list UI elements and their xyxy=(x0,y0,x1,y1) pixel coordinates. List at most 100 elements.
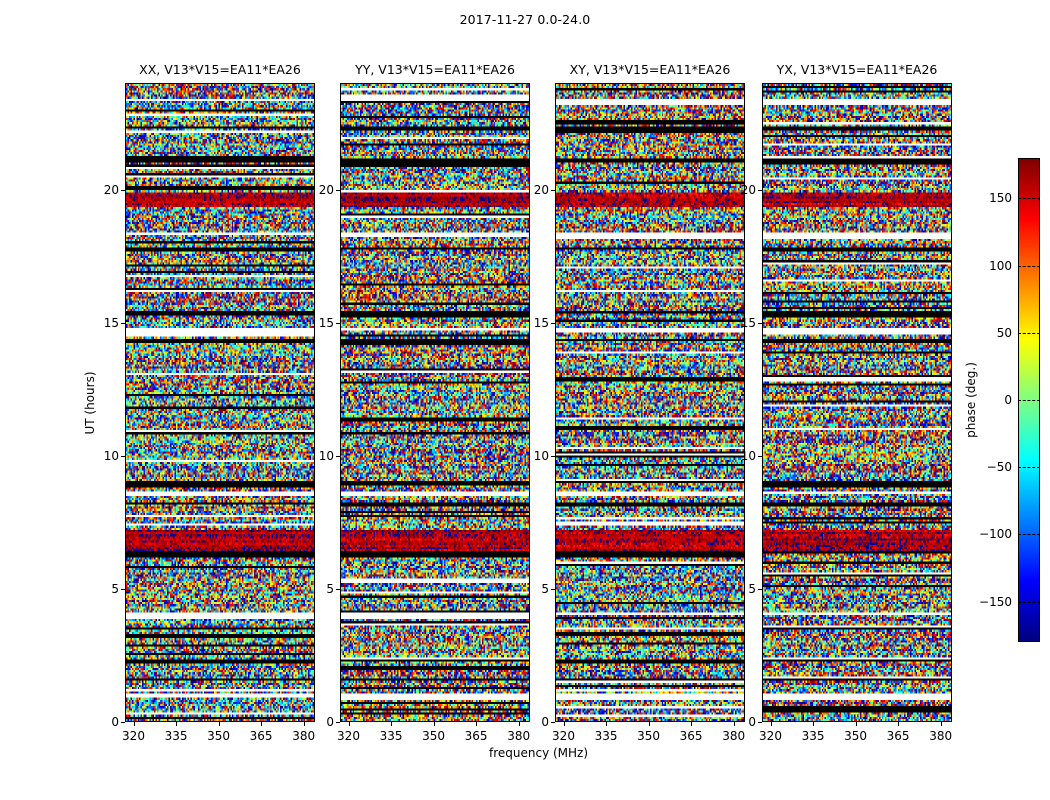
y-tick-label: 20 xyxy=(740,182,756,197)
panel-xy-image xyxy=(556,84,744,721)
colorbar-tick-label: 0 xyxy=(1004,393,1012,407)
y-tick-mark xyxy=(551,588,555,590)
panel-xx[interactable] xyxy=(125,83,315,722)
y-tick-mark xyxy=(758,455,762,457)
x-tick-mark xyxy=(648,722,650,726)
panel-yy-image xyxy=(341,84,529,721)
colorbar-tick-mark xyxy=(1018,265,1040,268)
colorbar-label: phase (deg.) xyxy=(964,362,978,438)
y-tick-label: 10 xyxy=(318,448,334,463)
x-tick-mark xyxy=(770,722,772,726)
y-tick-label: 0 xyxy=(326,715,334,729)
y-tick-label: 5 xyxy=(748,581,756,596)
y-tick-label: 0 xyxy=(111,715,119,729)
x-tick-mark xyxy=(391,722,393,726)
x-tick-label: 350 xyxy=(207,729,231,743)
x-tick-mark xyxy=(348,722,350,726)
x-tick-label: 380 xyxy=(507,729,531,743)
y-tick-label: 0 xyxy=(748,715,756,729)
y-tick-label: 10 xyxy=(740,448,756,463)
y-tick-mark xyxy=(121,455,125,457)
y-axis-label: UT (hours) xyxy=(83,370,97,435)
colorbar-tick-mark xyxy=(1018,467,1040,469)
y-tick-label: 20 xyxy=(533,182,549,197)
colorbar-tick-mark xyxy=(1018,601,1040,604)
x-tick-label: 335 xyxy=(594,729,618,743)
x-tick-label: 320 xyxy=(337,729,360,743)
y-tick-label: 15 xyxy=(740,315,756,330)
x-tick-mark xyxy=(940,722,942,726)
y-tick-mark xyxy=(551,189,555,191)
y-tick-mark xyxy=(551,722,555,723)
colorbar-tick-label: 100 xyxy=(989,258,1012,273)
y-tick-mark xyxy=(758,189,762,191)
y-tick-label: 5 xyxy=(326,581,334,596)
panel-xy[interactable] xyxy=(555,83,745,722)
x-tick-mark xyxy=(898,722,900,726)
x-tick-mark xyxy=(518,722,520,726)
panel-yx-image xyxy=(763,84,951,721)
y-tick-mark xyxy=(551,322,555,324)
colorbar-tick-mark xyxy=(1018,400,1040,402)
x-tick-label: 335 xyxy=(801,729,825,743)
x-axis-label: frequency (MHz) xyxy=(488,746,589,760)
colorbar-tick-label: 150 xyxy=(989,191,1012,206)
x-tick-label: 365 xyxy=(679,729,703,743)
x-tick-label: 335 xyxy=(164,729,188,743)
panel-yx[interactable] xyxy=(762,83,952,722)
y-tick-mark xyxy=(121,322,125,324)
x-tick-mark xyxy=(691,722,693,726)
colorbar-tick-label: 50 xyxy=(996,325,1012,340)
y-tick-label: 20 xyxy=(103,182,119,197)
y-tick-label: 15 xyxy=(533,315,549,330)
x-tick-mark xyxy=(563,722,565,726)
x-tick-mark xyxy=(261,722,263,726)
colorbar-tick-mark xyxy=(1018,332,1040,335)
panel-title-xx: XX, V13*V15=EA11*EA26 xyxy=(139,62,301,77)
figure-suptitle: 2017-11-27 0.0-24.0 xyxy=(459,12,591,27)
x-tick-mark xyxy=(606,722,608,726)
colorbar-tick-label: −50 xyxy=(986,460,1012,475)
panel-yy[interactable] xyxy=(340,83,530,722)
y-tick-mark xyxy=(758,722,762,723)
x-tick-mark xyxy=(813,722,815,726)
x-tick-mark xyxy=(133,722,135,726)
y-tick-mark xyxy=(336,322,340,324)
colorbar-tick-mark xyxy=(1018,534,1040,536)
x-tick-label: 365 xyxy=(249,729,273,743)
panel-title-yx: YX, V13*V15=EA11*EA26 xyxy=(776,62,938,77)
x-tick-label: 335 xyxy=(379,729,403,743)
y-tick-label: 20 xyxy=(318,182,334,197)
x-tick-label: 320 xyxy=(552,729,575,743)
x-tick-mark xyxy=(733,722,735,726)
colorbar-tick-label: −100 xyxy=(979,527,1012,542)
y-tick-mark xyxy=(758,588,762,590)
x-tick-label: 380 xyxy=(292,729,316,743)
y-tick-label: 5 xyxy=(541,581,549,596)
y-tick-label: 15 xyxy=(318,315,334,330)
y-tick-mark xyxy=(121,189,125,191)
panel-xx-image xyxy=(126,84,314,721)
x-tick-label: 365 xyxy=(886,729,910,743)
y-tick-mark xyxy=(336,588,340,590)
colorbar-tick-label: −150 xyxy=(979,594,1012,609)
colorbar-tick-mark xyxy=(1018,198,1040,200)
x-tick-mark xyxy=(855,722,857,726)
x-tick-label: 320 xyxy=(759,729,782,743)
y-tick-label: 0 xyxy=(541,715,549,729)
panel-title-yy: YY, V13*V15=EA11*EA26 xyxy=(355,62,515,77)
x-tick-label: 380 xyxy=(722,729,746,743)
x-tick-label: 350 xyxy=(422,729,446,743)
y-tick-mark xyxy=(551,455,555,457)
x-tick-mark xyxy=(303,722,305,726)
y-tick-mark xyxy=(758,322,762,324)
x-tick-label: 350 xyxy=(637,729,661,743)
y-tick-mark xyxy=(336,722,340,723)
x-tick-label: 365 xyxy=(464,729,488,743)
y-tick-mark xyxy=(121,588,125,590)
x-tick-label: 350 xyxy=(844,729,868,743)
y-tick-mark xyxy=(121,722,125,723)
x-tick-mark xyxy=(176,722,178,726)
x-tick-mark xyxy=(433,722,435,726)
